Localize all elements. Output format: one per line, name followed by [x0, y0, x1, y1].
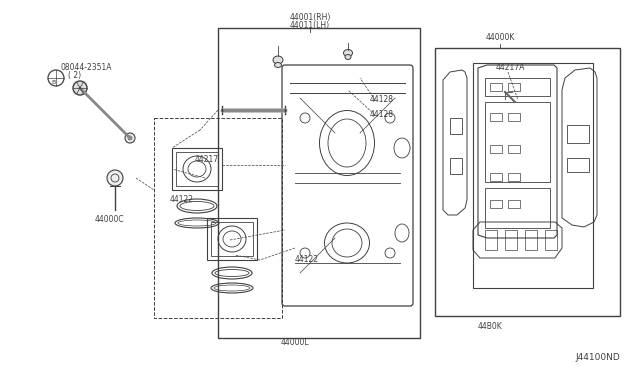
Bar: [505, 230, 517, 250]
Bar: [508, 83, 520, 91]
Bar: [508, 200, 520, 208]
Bar: [450, 118, 462, 134]
Text: 44217A: 44217A: [496, 63, 525, 72]
Bar: [435, 48, 620, 316]
Bar: [485, 78, 550, 96]
Bar: [207, 218, 257, 260]
Bar: [490, 145, 502, 153]
Bar: [218, 28, 420, 338]
Bar: [154, 118, 282, 318]
Bar: [485, 188, 550, 228]
Text: 44000L: 44000L: [281, 338, 309, 347]
Bar: [490, 173, 502, 181]
Circle shape: [107, 170, 123, 186]
Bar: [473, 63, 593, 288]
Bar: [545, 230, 557, 250]
Text: 44001(RH): 44001(RH): [289, 13, 331, 22]
Bar: [176, 152, 218, 186]
Ellipse shape: [345, 55, 351, 60]
Bar: [211, 222, 253, 256]
Text: 44011(LH): 44011(LH): [290, 21, 330, 30]
Bar: [490, 200, 502, 208]
Text: 44000K: 44000K: [485, 33, 515, 42]
Bar: [525, 230, 537, 250]
Text: 44000C: 44000C: [95, 215, 125, 224]
Bar: [567, 125, 589, 143]
Ellipse shape: [273, 56, 283, 64]
Bar: [508, 145, 520, 153]
Text: 44128: 44128: [370, 110, 394, 119]
Bar: [508, 113, 520, 121]
Bar: [490, 113, 502, 121]
Bar: [450, 158, 462, 174]
Bar: [508, 173, 520, 181]
Text: 44217: 44217: [195, 155, 219, 164]
Text: J44100ND: J44100ND: [575, 353, 620, 362]
Text: 44122: 44122: [170, 195, 194, 204]
Text: 44B0K: 44B0K: [477, 322, 502, 331]
Text: 44128: 44128: [370, 95, 394, 104]
Ellipse shape: [344, 49, 353, 57]
Text: 08044-2351A: 08044-2351A: [60, 63, 111, 72]
Text: B: B: [51, 80, 55, 84]
Circle shape: [73, 81, 87, 95]
Text: ( 2): ( 2): [68, 71, 81, 80]
Ellipse shape: [275, 62, 282, 67]
Bar: [485, 230, 497, 250]
Bar: [490, 83, 502, 91]
Bar: [172, 148, 222, 190]
Bar: [567, 158, 589, 172]
Bar: [485, 102, 550, 182]
Circle shape: [125, 133, 135, 143]
Text: 44122: 44122: [295, 255, 319, 264]
